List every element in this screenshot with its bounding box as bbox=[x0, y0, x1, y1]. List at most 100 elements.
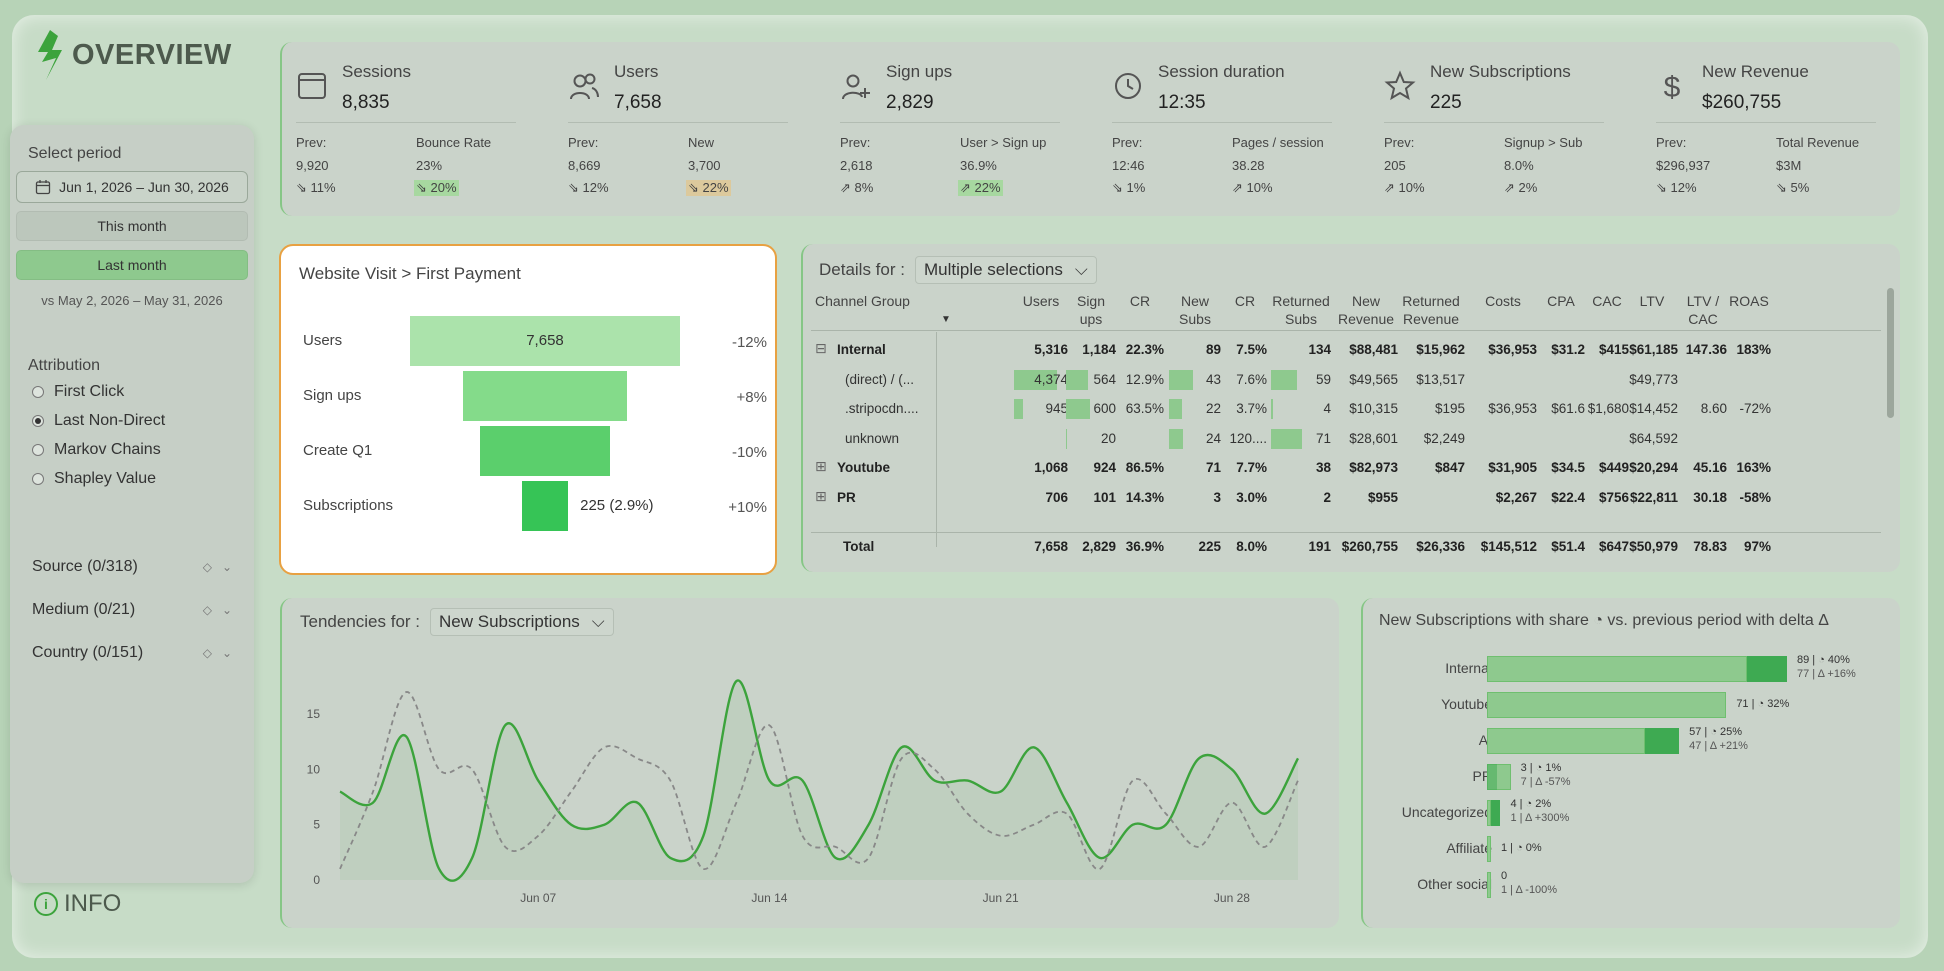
this-month-button[interactable]: This month bbox=[16, 211, 248, 241]
table-cell: 945 bbox=[1045, 401, 1068, 416]
chevron-down-icon[interactable]: ⌄ bbox=[221, 603, 232, 617]
funnel-step-subscriptions[interactable]: Subscriptions 225 (2.9%) +10% bbox=[281, 481, 775, 531]
column-header[interactable]: Costs bbox=[1485, 293, 1521, 309]
table-cell: 706 bbox=[1045, 489, 1068, 505]
share-current-text: 3 | ◔ 1% bbox=[1520, 762, 1562, 774]
column-header[interactable]: CR bbox=[1129, 293, 1151, 309]
share-title: New Subscriptions with share ◔ vs. previ… bbox=[1379, 612, 1829, 629]
table-cell: $2,249 bbox=[1423, 430, 1465, 446]
kpi-card-sessions[interactable]: Sessions 8,835 Prev: 9,920 ⇘ 11% Bounce Rate 2… bbox=[282, 42, 516, 216]
table-cell: 30.18 bbox=[1693, 489, 1727, 505]
star-icon bbox=[1384, 70, 1416, 101]
row-label: Internal bbox=[837, 342, 886, 357]
kpi-secondary-value: 3,700 bbox=[688, 158, 721, 173]
attribution-last-non-direct[interactable]: Last Non-Direct bbox=[32, 412, 165, 430]
chevron-down-icon[interactable]: ⌄ bbox=[221, 560, 232, 574]
column-header[interactable]: CAC bbox=[1592, 293, 1622, 309]
collapse-icon[interactable]: ⊟ bbox=[815, 340, 827, 356]
table-cell: 1,184 bbox=[1082, 342, 1116, 357]
row-label: .stripocdn.... bbox=[845, 401, 919, 416]
table-cell: $28,601 bbox=[1349, 430, 1398, 446]
expand-icon[interactable]: ⊞ bbox=[815, 458, 827, 474]
funnel-card[interactable]: Website Visit > First Payment Users 7,658… bbox=[279, 244, 777, 575]
kpi-prev-value: 205 bbox=[1384, 158, 1406, 173]
table-cell: 14.3% bbox=[1125, 489, 1164, 505]
table-cell: $61,185 bbox=[1629, 342, 1678, 357]
medium-filter[interactable]: Medium (0/21) ◇ ⌄ bbox=[32, 601, 232, 618]
column-header[interactable]: CR bbox=[1234, 293, 1256, 309]
column-header[interactable]: Returned Subs bbox=[1272, 293, 1330, 327]
table-row[interactable] bbox=[811, 429, 1881, 451]
kpi-card-sign-ups[interactable]: Sign ups 2,829 Prev: 2,618 ⇗ 8% User > Sign u… bbox=[826, 42, 1060, 216]
column-header[interactable]: New Subs bbox=[1179, 293, 1211, 327]
kpi-card-new-revenue[interactable]: $ New Revenue $260,755 Prev: $296,937 ⇘ 12% To… bbox=[1642, 42, 1876, 216]
sort-desc-icon[interactable]: ▼ bbox=[941, 314, 951, 325]
share-current-text: 71 | ◔ 32% bbox=[1736, 698, 1790, 710]
funnel-step-users[interactable]: Users 7,658 -12% bbox=[281, 316, 775, 366]
attribution-first-click[interactable]: First Click bbox=[32, 383, 124, 401]
funnel-step-create-q1[interactable]: Create Q1 -10% bbox=[281, 426, 775, 476]
column-header[interactable]: Channel Group bbox=[815, 293, 910, 309]
expand-icon[interactable]: ⊞ bbox=[815, 487, 827, 504]
column-header[interactable]: LTV / CAC bbox=[1686, 293, 1720, 327]
funnel-title: Website Visit > First Payment bbox=[299, 264, 521, 283]
share-previous-text: 77 | Δ +16% bbox=[1797, 668, 1856, 680]
browser-icon bbox=[298, 73, 326, 99]
share-bar-increase bbox=[1746, 656, 1787, 682]
x-tick-label: Jun 28 bbox=[1214, 891, 1250, 905]
table-cell: 7.7% bbox=[1236, 460, 1267, 475]
table-cell: 45.16 bbox=[1693, 460, 1727, 475]
tendencies-metric-dropdown[interactable]: New Subscriptions ⌵ bbox=[430, 608, 614, 636]
table-cell: $847 bbox=[1434, 460, 1465, 475]
attribution-shapley-value[interactable]: Shapley Value bbox=[32, 470, 156, 488]
source-filter[interactable]: Source (0/318) ◇ ⌄ bbox=[32, 558, 232, 575]
kpi-value: 8,835 bbox=[342, 92, 390, 113]
data-bar bbox=[1066, 399, 1090, 419]
column-header[interactable]: Users bbox=[1022, 293, 1060, 309]
table-cell: 36.9% bbox=[1125, 539, 1164, 554]
kpi-secondary-label: Bounce Rate bbox=[416, 135, 492, 150]
kpi-card-users[interactable]: Users 7,658 Prev: 8,669 ⇘ 12% New 3,700 ⇘ 22% bbox=[554, 42, 788, 216]
table-row[interactable] bbox=[811, 370, 1881, 392]
details-selection-dropdown[interactable]: Multiple selections ⌵ bbox=[914, 256, 1097, 284]
funnel-step-sign-ups[interactable]: Sign ups +8% bbox=[281, 371, 775, 421]
table-cell: 2,829 bbox=[1082, 539, 1116, 554]
chevron-down-icon[interactable]: ⌄ bbox=[221, 646, 232, 660]
table-cell: $1,680 bbox=[1587, 401, 1629, 416]
table-scrollbar[interactable] bbox=[1887, 288, 1894, 418]
table-cell: 3 bbox=[1213, 489, 1221, 505]
share-current-text: 57 | ◔ 25% bbox=[1689, 726, 1743, 738]
sidebar: Select period Jun 1, 2026 – Jun 30, 2026… bbox=[10, 125, 254, 883]
funnel-bar bbox=[479, 426, 611, 476]
column-header[interactable]: LTV bbox=[1639, 293, 1665, 309]
table-cell: $31,905 bbox=[1488, 460, 1537, 475]
column-header[interactable]: New Revenue bbox=[1337, 293, 1395, 327]
kpi-prev-label: Prev: bbox=[1656, 135, 1687, 150]
country-filter[interactable]: Country (0/151) ◇ ⌄ bbox=[32, 644, 232, 661]
table-cell: 600 bbox=[1093, 401, 1116, 416]
kpi-card-session-duration[interactable]: Session duration 12:35 Prev: 12:46 ⇘ 1% Pages… bbox=[1098, 42, 1332, 216]
eraser-icon[interactable]: ◇ bbox=[202, 646, 212, 660]
column-header[interactable]: Sign ups bbox=[1076, 293, 1106, 327]
kpi-divider bbox=[1384, 122, 1604, 123]
eraser-icon[interactable]: ◇ bbox=[202, 603, 212, 617]
kpi-value: $260,755 bbox=[1702, 92, 1782, 113]
date-range-picker[interactable]: Jun 1, 2026 – Jun 30, 2026 bbox=[16, 171, 248, 203]
info-button[interactable]: i INFO bbox=[34, 890, 121, 918]
table-cell: $449 bbox=[1598, 460, 1629, 475]
column-header[interactable]: ROAS bbox=[1729, 293, 1769, 309]
table-cell: $955 bbox=[1367, 489, 1398, 505]
table-cell: $26,336 bbox=[1416, 539, 1465, 554]
row-label: (direct) / (... bbox=[845, 371, 915, 387]
last-month-button[interactable]: Last month bbox=[16, 250, 248, 280]
funnel-step-label: Create Q1 bbox=[303, 442, 373, 459]
attribution-markov-chains[interactable]: Markov Chains bbox=[32, 441, 161, 459]
eraser-icon[interactable]: ◇ bbox=[202, 560, 212, 574]
table-cell: 1,068 bbox=[1034, 460, 1068, 475]
kpi-card-new-subscriptions[interactable]: New Subscriptions 225 Prev: 205 ⇗ 10% Signup … bbox=[1370, 42, 1604, 216]
table-cell: $2,267 bbox=[1495, 489, 1537, 505]
column-header[interactable]: CPA bbox=[1547, 293, 1575, 309]
share-bar-previous bbox=[1487, 872, 1491, 898]
column-header[interactable]: Returned Revenue bbox=[1402, 293, 1460, 327]
share-bar-previous bbox=[1487, 692, 1727, 718]
